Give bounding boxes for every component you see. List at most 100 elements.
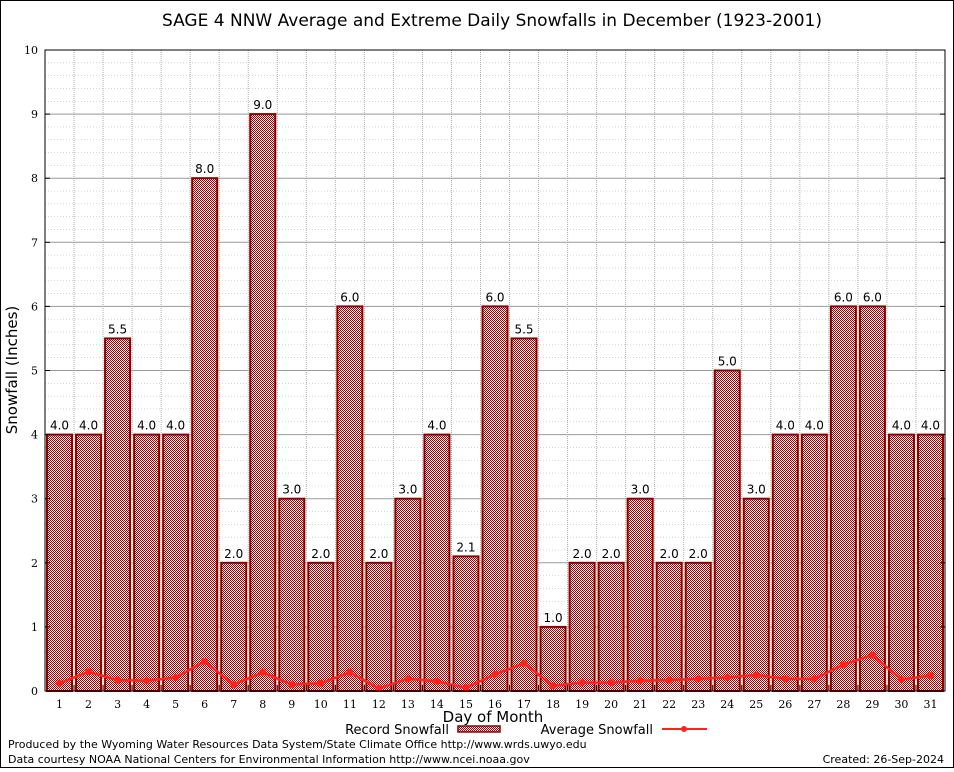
average-point-day-23	[694, 675, 702, 683]
x-tick-label: 6	[201, 698, 208, 711]
average-point-day-11	[346, 668, 354, 676]
y-tick-label: 9	[31, 108, 38, 121]
average-point-day-14	[433, 677, 441, 685]
x-tick-label: 25	[749, 698, 763, 711]
x-tick-label: 8	[259, 698, 266, 711]
bar-label-day-31: 4.0	[921, 419, 940, 433]
legend-record-label: Record Snowfall	[345, 723, 449, 738]
bar-day-31	[916, 433, 944, 692]
footer-data-courtesy: Data courtesy NOAA National Centers for …	[8, 753, 530, 766]
average-point-day-10	[317, 679, 325, 687]
x-axis-ticks: 1 2 3 4 5 6 7 8 9 10 11 12 13 14 15 16 17 18 19 20 21 22 23 24 2…	[44, 685, 937, 711]
y-tick-label: 10	[24, 44, 38, 57]
bar-label-day-20: 2.0	[602, 547, 621, 561]
bar-day-12	[365, 561, 393, 692]
average-point-day-28	[839, 661, 847, 669]
average-point-day-7	[230, 681, 238, 689]
bar-day-16	[481, 305, 509, 692]
bar-day-27	[800, 433, 828, 692]
x-tick-label: 18	[546, 698, 560, 711]
average-point-day-24	[723, 674, 731, 682]
bar-day-9	[278, 497, 306, 693]
legend: Record Snowfall Average Snowfall	[345, 723, 707, 738]
average-point-day-18	[549, 682, 557, 690]
average-point-day-29	[868, 651, 876, 659]
bar-label-day-11: 6.0	[340, 290, 359, 304]
average-point-day-26	[781, 675, 789, 683]
bar-label-day-23: 2.0	[689, 547, 708, 561]
x-tick-label: 31	[923, 698, 937, 711]
y-tick-label: 0	[31, 685, 38, 698]
x-tick-label: 1	[56, 698, 63, 711]
bar-label-day-28: 6.0	[834, 290, 853, 304]
legend-average-label: Average Snowfall	[541, 723, 653, 738]
bar-label-day-27: 4.0	[805, 419, 824, 433]
y-axis-ticks: 0 1 2 3 4 5 6 7 8 9 10	[24, 44, 945, 698]
x-tick-label: 19	[575, 698, 589, 711]
bar-label-day-3: 5.5	[108, 322, 127, 336]
x-tick-label: 13	[401, 698, 415, 711]
bar-label-day-25: 3.0	[747, 483, 766, 497]
x-tick-label: 29	[865, 698, 879, 711]
x-tick-label: 3	[114, 698, 121, 711]
bar-day-15	[452, 555, 480, 693]
bar-day-14	[423, 433, 451, 692]
average-point-day-16	[491, 670, 499, 678]
bar-label-day-14: 4.0	[427, 419, 446, 433]
x-tick-label: 9	[288, 698, 295, 711]
x-tick-label: 7	[230, 698, 237, 711]
average-point-day-15	[462, 684, 470, 692]
bar-label-day-19: 2.0	[573, 547, 592, 561]
bar-label-day-26: 4.0	[776, 419, 795, 433]
average-point-day-9	[288, 681, 296, 689]
bar-label-day-12: 2.0	[369, 547, 388, 561]
x-tick-label: 27	[807, 698, 821, 711]
bar-day-11	[336, 305, 364, 692]
bar-day-4	[133, 433, 161, 692]
bar-day-19	[568, 561, 596, 692]
average-point-day-6	[201, 658, 209, 666]
x-tick-label: 30	[894, 698, 908, 711]
y-tick-label: 4	[31, 429, 38, 442]
x-tick-label: 16	[488, 698, 502, 711]
bar-label-day-17: 5.5	[514, 322, 533, 336]
bar-day-23	[684, 561, 712, 692]
average-point-day-21	[636, 677, 644, 685]
footer-created: Created: 26-Sep-2024	[823, 753, 944, 766]
y-tick-label: 6	[31, 300, 38, 313]
bar-day-22	[655, 561, 683, 692]
bar-day-28	[829, 305, 857, 692]
bar-label-day-10: 2.0	[311, 547, 330, 561]
y-tick-label: 7	[31, 236, 38, 249]
bar-label-day-21: 3.0	[631, 483, 650, 497]
bar-label-day-8: 9.0	[253, 98, 272, 112]
bar-day-20	[597, 561, 625, 692]
bar-label-day-18: 1.0	[544, 611, 563, 625]
x-tick-label: 11	[343, 698, 357, 711]
x-tick-label: 21	[633, 698, 647, 711]
bar-day-3	[104, 337, 132, 692]
average-point-day-8	[259, 668, 267, 676]
bars: 4.0 4.0 5.5 4.0 4.0 8.0 2.0 9.0 3.0 2.0 6.0 2.0 3.0 4…	[46, 98, 944, 693]
average-point-day-5	[172, 674, 180, 682]
x-tick-label: 17	[517, 698, 531, 711]
bar-day-1	[46, 433, 74, 692]
average-point-day-30	[897, 675, 905, 683]
bar-label-day-29: 6.0	[863, 290, 882, 304]
bar-day-17	[510, 337, 538, 692]
bar-day-10	[307, 561, 335, 692]
average-point-day-22	[665, 676, 673, 684]
bar-day-25	[742, 497, 770, 693]
y-axis-label: Snowfall (Inches)	[3, 306, 21, 434]
legend-record-swatch	[457, 725, 501, 733]
x-tick-label: 4	[143, 698, 150, 711]
x-tick-label: 24	[720, 698, 734, 711]
average-point-day-12	[375, 684, 383, 692]
bar-label-day-22: 2.0	[660, 547, 679, 561]
x-tick-label: 22	[662, 698, 676, 711]
average-point-day-2	[85, 668, 93, 676]
x-tick-label: 14	[430, 698, 444, 711]
footer-produced-by: Produced by the Wyoming Water Resources …	[8, 738, 587, 751]
x-tick-label: 20	[604, 698, 618, 711]
bar-label-day-5: 4.0	[166, 419, 185, 433]
